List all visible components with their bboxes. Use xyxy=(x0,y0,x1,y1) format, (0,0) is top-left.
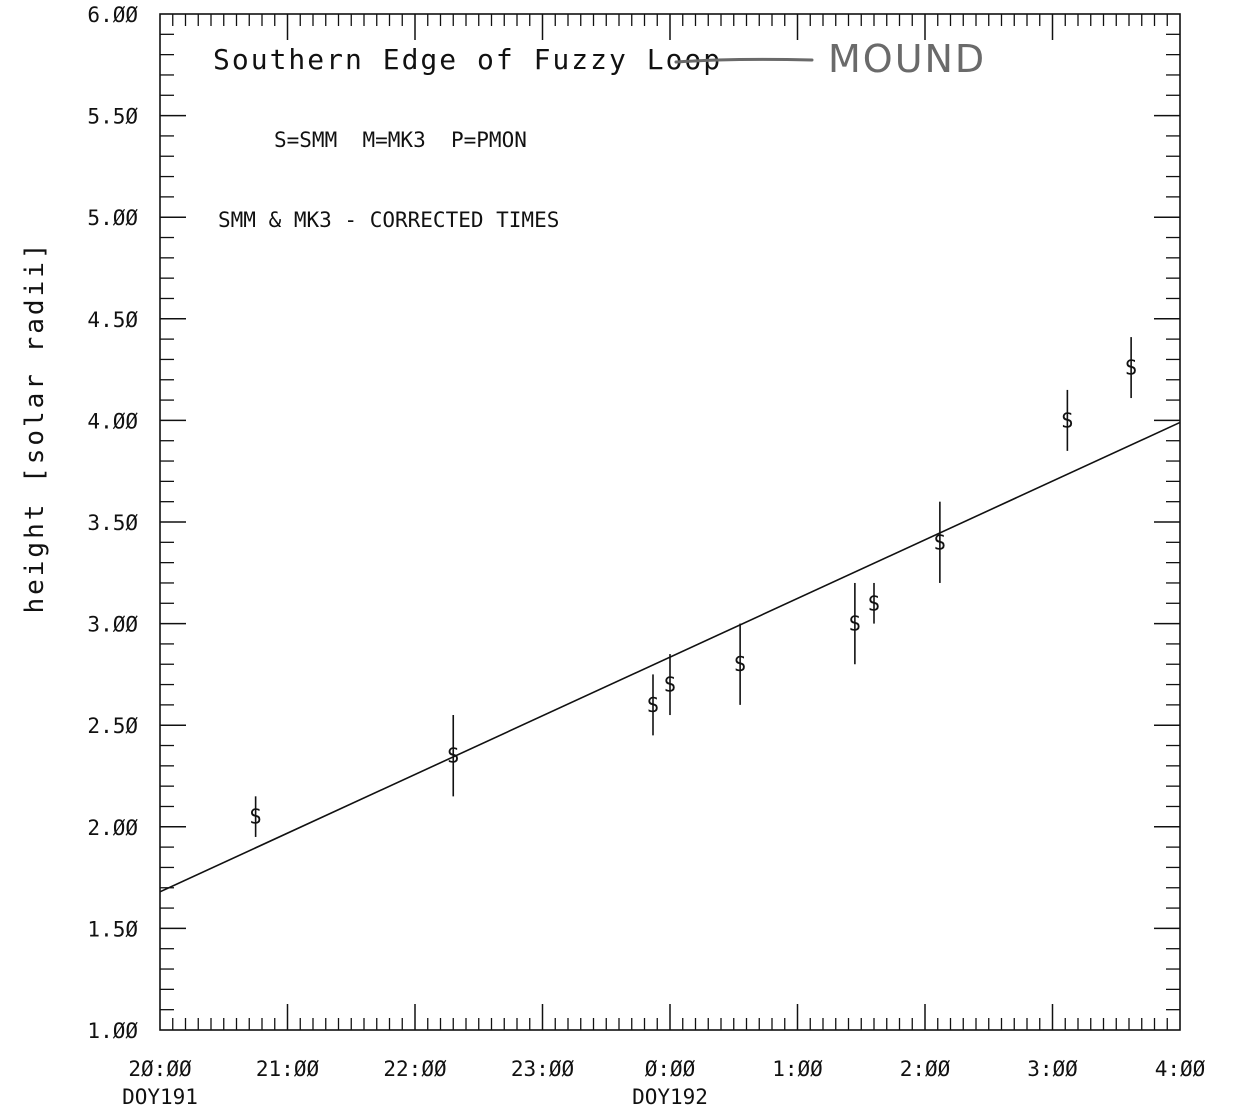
x-axis-ticks: 2Ø:ØØ 21:ØØ 22:ØØ 23:ØØ Ø:ØØ 1:ØØ 2:ØØ 3:ØØ 4:ØØ… xyxy=(122,14,1206,1109)
data-point-marker: S xyxy=(734,652,746,676)
y-tick-label: 4.5Ø xyxy=(87,308,138,332)
x-tick-label: Ø:ØØ xyxy=(645,1057,696,1081)
y-tick-label: 6.ØØ xyxy=(87,3,138,27)
minor-ticks xyxy=(160,14,1180,1030)
data-point-marker: S xyxy=(934,530,946,554)
x-tick-label: 22:ØØ xyxy=(383,1057,447,1081)
data-point-marker: S xyxy=(868,591,880,615)
x-tick-label: 2Ø:ØØ xyxy=(128,1057,192,1081)
data-point-marker: S xyxy=(647,693,659,717)
y-tick-label: 3.5Ø xyxy=(87,511,138,535)
marker-legend: S=SMM M=MK3 P=PMON xyxy=(274,128,527,152)
y-axis-ticks: 1.ØØ 1.5Ø 2.ØØ 2.5Ø 3.ØØ 3.5Ø 4.ØØ 4.5Ø 5.ØØ 5.5Ø… xyxy=(87,3,1180,1043)
y-tick-label: 1.5Ø xyxy=(87,917,138,941)
corrected-times-note: SMM & MK3 - CORRECTED TIMES xyxy=(218,208,559,232)
y-tick-label: 2.5Ø xyxy=(87,714,138,738)
chart-title: Southern Edge of Fuzzy Loop xyxy=(213,43,722,76)
y-tick-label: 3.ØØ xyxy=(87,613,138,637)
data-point-marker: S xyxy=(1061,408,1073,432)
y-tick-label: 5.5Ø xyxy=(87,105,138,129)
x-tick-label: 1:ØØ xyxy=(772,1057,823,1081)
y-tick-label: 1.ØØ xyxy=(87,1019,138,1043)
x-tick-label: 23:ØØ xyxy=(511,1057,575,1081)
x-tick-label: 4:ØØ xyxy=(1155,1057,1206,1081)
y-tick-label: 5.ØØ xyxy=(87,206,138,230)
x-day-label: DOY191 xyxy=(122,1085,198,1109)
data-point-marker: S xyxy=(664,673,676,697)
data-point-marker: S xyxy=(447,744,459,768)
data-point-marker: S xyxy=(250,805,262,829)
x-tick-label: 3:ØØ xyxy=(1027,1057,1078,1081)
y-axis-title: height [solar radii] xyxy=(20,240,50,613)
x-tick-label: 2:ØØ xyxy=(900,1057,951,1081)
y-tick-label: 2.ØØ xyxy=(87,816,138,840)
x-tick-label: 21:ØØ xyxy=(256,1057,320,1081)
plot-frame xyxy=(159,13,1181,1031)
y-tick-label: 4.ØØ xyxy=(87,409,138,433)
handwritten-correction: MOUND xyxy=(828,37,986,81)
data-point-marker: S xyxy=(1125,356,1137,380)
x-day-label: DOY192 xyxy=(632,1085,708,1109)
data-point-marker: S xyxy=(849,612,861,636)
strikethrough-mark xyxy=(674,57,814,64)
